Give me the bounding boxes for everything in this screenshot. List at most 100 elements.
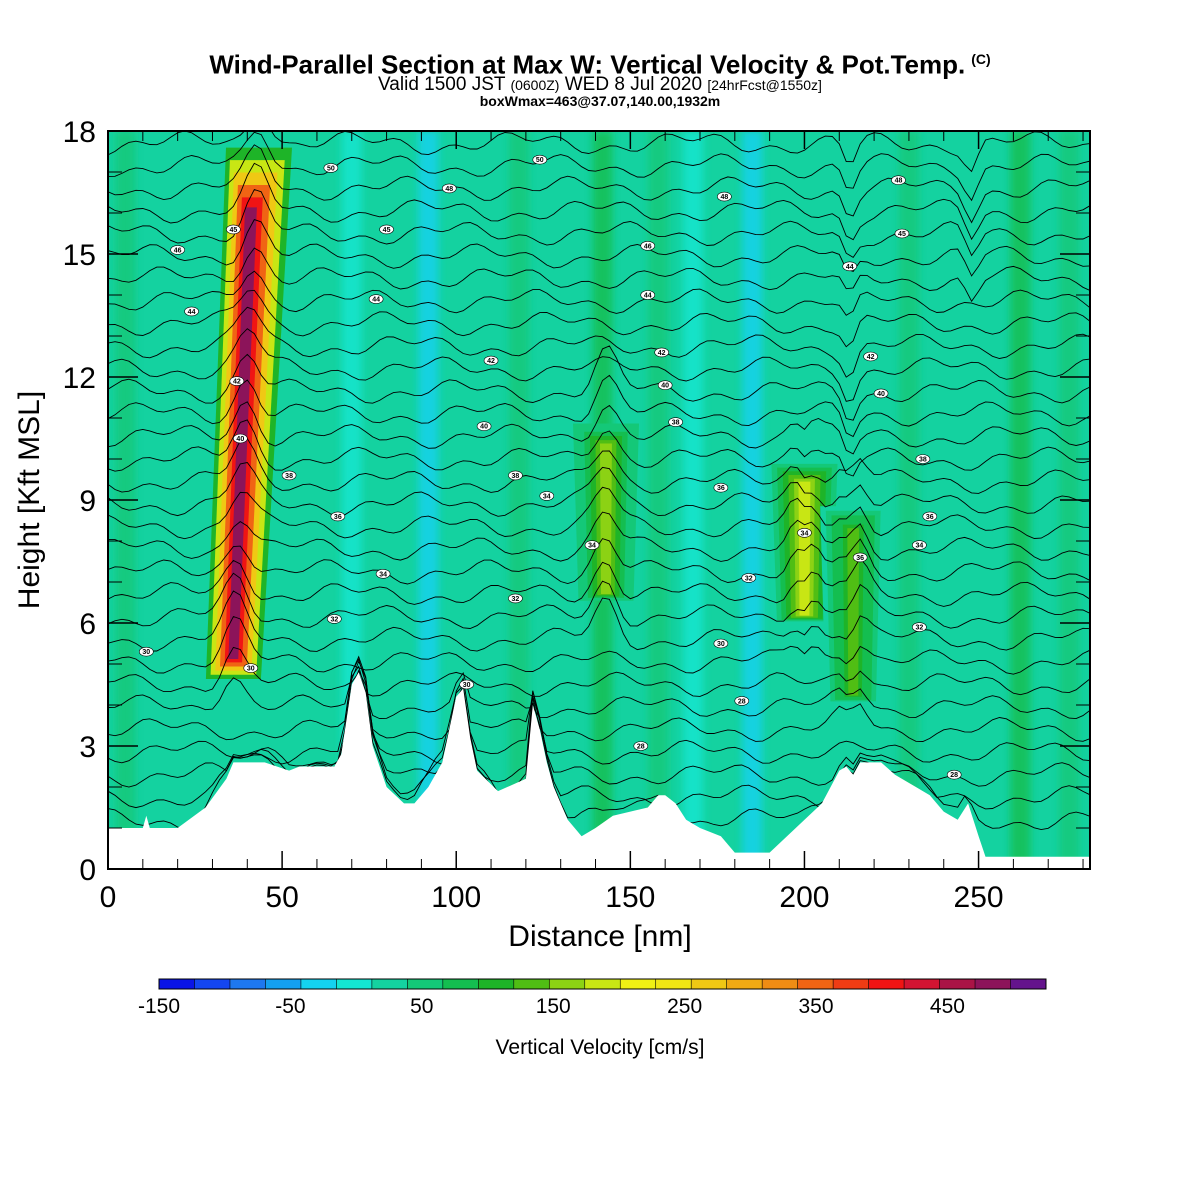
- theta-contour: [108, 511, 1090, 562]
- terrain: [108, 672, 1090, 869]
- theta-contour: [108, 486, 1090, 540]
- colorbar-swatch: [868, 979, 905, 989]
- colorbar-swatch: [300, 979, 337, 989]
- theta-contour: [108, 219, 1090, 277]
- contour-label: 38: [672, 420, 680, 427]
- theta-contour: [108, 419, 1090, 477]
- contour-label: 40: [661, 383, 669, 390]
- colorbar-swatch: [726, 979, 763, 989]
- theta-contour: [108, 646, 1090, 697]
- y-tick-label: 6: [79, 608, 96, 641]
- field-stripe: [898, 131, 919, 869]
- theta-contour: [108, 270, 1090, 316]
- theta-contour: [108, 590, 1090, 652]
- contour-label: 28: [738, 698, 746, 705]
- contour-label-bg: [891, 175, 906, 185]
- y-tick-label: 9: [79, 485, 96, 518]
- contour-label: 45: [229, 227, 237, 234]
- contour-label-bg: [734, 696, 750, 706]
- contour-label: 34: [915, 543, 923, 550]
- contour-label: 32: [512, 596, 520, 603]
- colorbar-tick-label: 50: [410, 995, 433, 1018]
- contour-label: 40: [236, 436, 244, 443]
- theta-contour: [108, 188, 1090, 259]
- contour-label-bg: [483, 355, 499, 366]
- colorbar-label: Vertical Velocity [cm/s]: [495, 1036, 705, 1059]
- field-stripe: [683, 131, 704, 869]
- contour-label-bg: [713, 482, 729, 493]
- contour-label-bg: [368, 294, 384, 304]
- colorbar-swatch: [797, 979, 834, 989]
- colorbar-swatch: [478, 979, 515, 989]
- contour-label-bg: [379, 224, 394, 235]
- contour-label: 45: [383, 227, 391, 234]
- colorbar-swatch: [833, 979, 869, 989]
- valid-time: Valid 1500 JST: [378, 74, 506, 95]
- contour-label-bg: [873, 388, 889, 399]
- theta-contour: [108, 144, 1090, 224]
- contour-label-bg: [441, 183, 457, 194]
- contour-label-bg: [912, 540, 927, 550]
- colorbar-tick-label: 150: [536, 995, 571, 1018]
- contour-label-bg: [281, 470, 297, 481]
- contour-label-bg: [508, 593, 523, 604]
- contour-label: 32: [330, 616, 338, 623]
- theta-contour: [108, 658, 1090, 742]
- theta-contour: [108, 345, 1090, 421]
- colorbar-tick-label: -150: [138, 995, 180, 1018]
- contour-label-bg: [532, 154, 548, 165]
- contour-label-bg: [539, 491, 555, 501]
- contour-label-bg: [184, 306, 199, 317]
- colorbar-tick-label: -50: [275, 995, 305, 1018]
- x-tick-label: 100: [431, 881, 481, 914]
- contour-label-bg: [633, 741, 649, 751]
- y-tick-label: 18: [63, 116, 96, 149]
- contour-label: 32: [745, 575, 753, 582]
- contour-label: 30: [717, 641, 725, 648]
- contour-label: 50: [327, 165, 335, 172]
- contour-label: 42: [233, 379, 241, 386]
- contour-label: 38: [919, 457, 927, 464]
- contour-label-bg: [894, 228, 910, 239]
- x-tick-label: 200: [779, 881, 829, 914]
- contour-label: 28: [950, 772, 958, 779]
- contour-label: 40: [877, 391, 885, 398]
- contour-label: 42: [867, 354, 875, 361]
- colorbar-tick-label: 450: [930, 995, 965, 1018]
- theta-contour: [108, 665, 1090, 720]
- terrain-mask: [108, 672, 1090, 869]
- field-stripe: [1010, 131, 1031, 869]
- contour-label-bg: [912, 622, 927, 632]
- contour-label-bg: [640, 241, 656, 251]
- valid-zulu: (0600Z): [510, 77, 560, 93]
- field-stripe: [508, 131, 529, 869]
- contour-label: 30: [463, 682, 471, 689]
- contour-label: 34: [801, 530, 809, 537]
- contour-label-bg: [323, 163, 339, 173]
- contour-label: 28: [637, 744, 645, 751]
- contour-label-bg: [640, 290, 656, 300]
- boxmax-info: boxWmax=463@37.07,140.00,1932m: [479, 93, 721, 109]
- chart-title: Wind-Parallel Section at Max W: Vertical…: [0, 44, 1200, 80]
- updraft-core: [798, 481, 811, 616]
- contour-label: 34: [379, 571, 387, 578]
- contour-label-bg: [852, 552, 868, 563]
- contour-label-bg: [713, 638, 729, 649]
- theta-contour: [108, 162, 1090, 241]
- contour-label-bg: [233, 433, 248, 444]
- contour-label: 45: [898, 231, 906, 238]
- field-stripe: [418, 131, 439, 869]
- contour-label-bg: [459, 679, 474, 690]
- contour-label-bg: [946, 769, 962, 780]
- colorbar-swatch: [265, 979, 302, 989]
- contour-label-bg: [476, 421, 492, 432]
- contour-label: 36: [926, 514, 934, 521]
- theta-contour: [108, 660, 1090, 788]
- contour-label: 44: [644, 293, 652, 300]
- x-axis-label: Distance [nm]: [508, 920, 692, 953]
- valid-date: WED 8 Jul 2020: [564, 74, 703, 95]
- contour-label: 36: [856, 555, 864, 562]
- velocity-field: [108, 131, 1090, 869]
- theta-contour: [108, 615, 1090, 675]
